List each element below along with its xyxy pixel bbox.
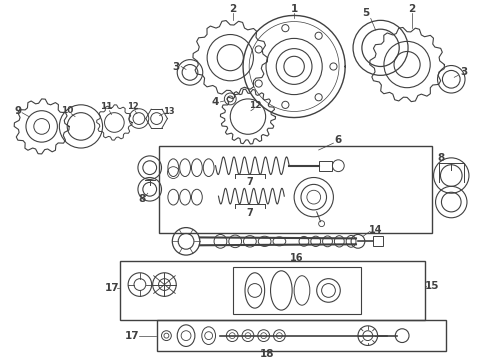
Text: 6: 6 (335, 135, 342, 145)
Text: 16: 16 (290, 253, 304, 263)
Text: 7: 7 (246, 208, 253, 218)
Text: 5: 5 (362, 9, 369, 18)
Text: 17: 17 (105, 283, 120, 293)
Bar (318, 161, 332, 171)
Text: 12: 12 (127, 102, 139, 111)
Text: 4: 4 (212, 97, 219, 107)
Text: 8: 8 (438, 153, 445, 163)
Bar (120, 261, 425, 320)
Text: 9: 9 (15, 106, 22, 116)
Text: 8: 8 (138, 194, 146, 204)
Text: 3: 3 (172, 62, 180, 72)
Text: 7: 7 (246, 177, 253, 188)
Bar (159, 146, 432, 233)
Bar (233, 267, 361, 314)
Bar (157, 320, 446, 351)
Bar (373, 237, 383, 246)
Text: 17: 17 (125, 330, 139, 341)
Text: 14: 14 (369, 225, 382, 235)
Text: 10: 10 (61, 106, 74, 115)
Text: 1: 1 (291, 4, 298, 14)
Text: 11: 11 (100, 102, 113, 111)
Text: 12: 12 (248, 101, 261, 110)
Text: 15: 15 (424, 280, 439, 291)
Text: 3: 3 (461, 67, 467, 77)
Text: 2: 2 (408, 4, 416, 14)
Text: 18: 18 (259, 349, 274, 359)
Text: 13: 13 (163, 107, 174, 116)
Text: 2: 2 (230, 4, 237, 14)
